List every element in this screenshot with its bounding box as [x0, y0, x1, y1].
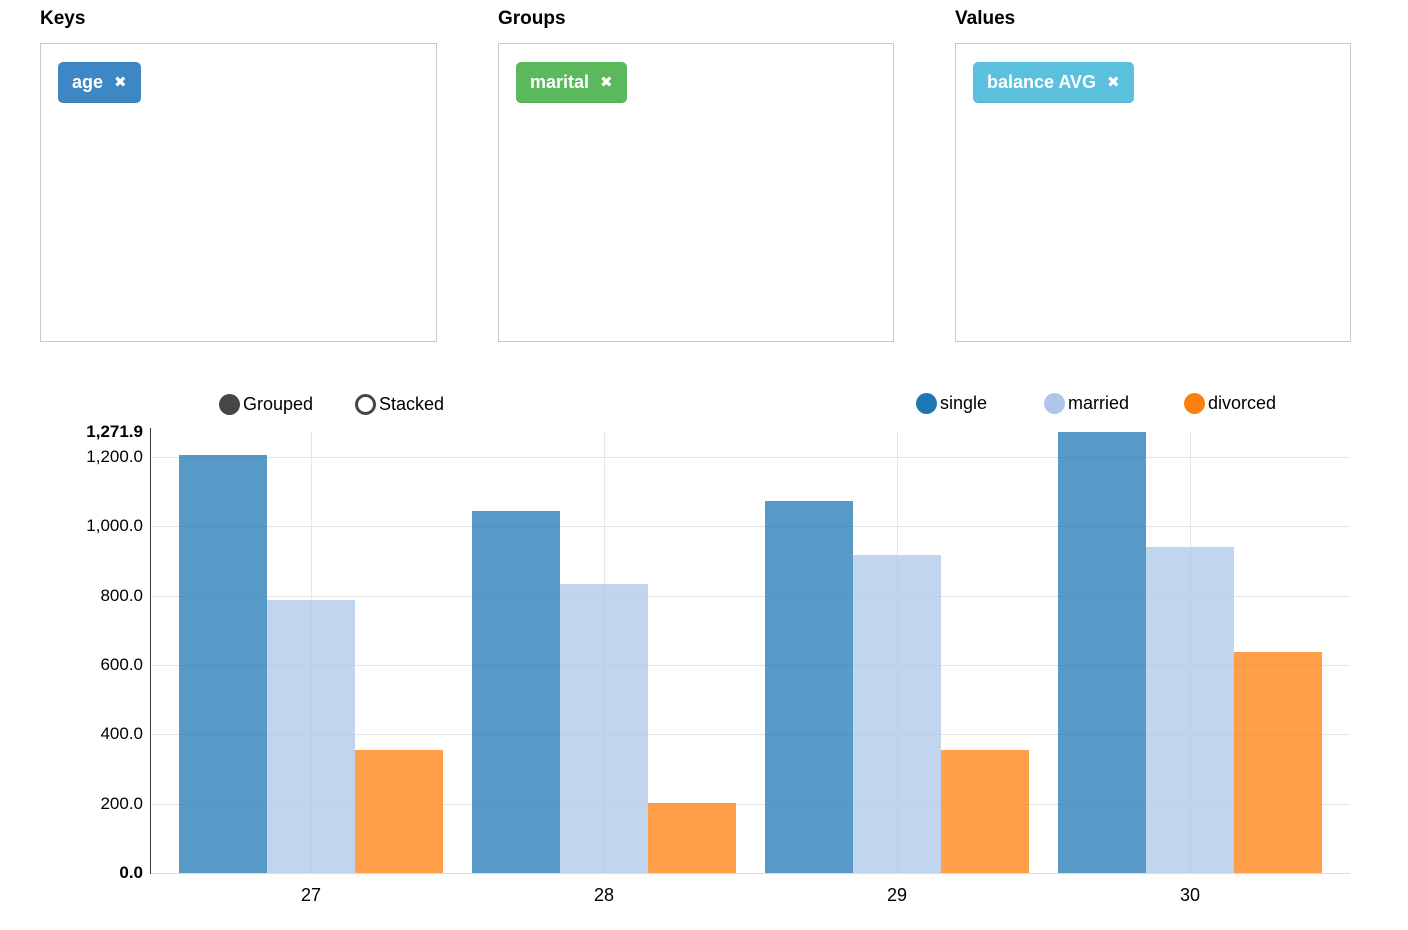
- field-tag-label: balance AVG: [987, 72, 1097, 92]
- legend-item-divorced[interactable]: divorced: [1184, 392, 1276, 414]
- bar-married-30[interactable]: [1146, 547, 1234, 873]
- y-axis-tick-label: 200.0: [100, 793, 143, 813]
- legend-item-single[interactable]: single: [916, 392, 987, 414]
- x-axis-tick-label: 29: [886, 885, 908, 905]
- gridline: [150, 734, 1350, 736]
- y-axis-line: [150, 428, 151, 874]
- remove-icon[interactable]: ✖: [114, 73, 127, 91]
- legend-label: single: [940, 392, 988, 413]
- remove-icon[interactable]: ✖: [1107, 73, 1120, 91]
- y-axis-tick-label: 1,200.0: [86, 446, 143, 466]
- legend-item-married[interactable]: married: [1044, 392, 1129, 414]
- x-axis-tick-label: 27: [300, 885, 322, 905]
- bar-divorced-29[interactable]: [941, 750, 1029, 873]
- x-axis-tick-label: 30: [1179, 885, 1201, 905]
- bar-divorced-30[interactable]: [1234, 651, 1322, 873]
- keys-panel-title: Keys: [40, 8, 86, 29]
- gridline: [150, 665, 1350, 666]
- bar-divorced-28[interactable]: [648, 802, 736, 873]
- gridline: [150, 595, 1350, 597]
- x-axis-line: [150, 873, 1350, 874]
- bar-married-29[interactable]: [853, 554, 941, 873]
- gridline: [150, 803, 1350, 805]
- bar-single-29[interactable]: [765, 500, 853, 873]
- bar-married-27[interactable]: [267, 599, 355, 873]
- control-label: Grouped: [243, 393, 314, 414]
- y-axis-tick-label: 800.0: [100, 585, 143, 605]
- legend-label: married: [1068, 392, 1130, 413]
- field-tag-label: age: [72, 72, 104, 92]
- field-tag[interactable]: balance AVG ✖: [973, 62, 1134, 103]
- legend-dot-icon: [1184, 392, 1205, 414]
- control-stacked[interactable]: Stacked: [355, 393, 444, 415]
- control-grouped[interactable]: Grouped: [219, 393, 313, 415]
- legend-dot-icon: [916, 392, 937, 414]
- bar-single-30[interactable]: [1058, 432, 1146, 873]
- x-axis-tick-label: 28: [593, 885, 615, 905]
- bar-married-28[interactable]: [560, 584, 648, 873]
- bar-divorced-27[interactable]: [355, 750, 443, 873]
- bar-single-28[interactable]: [472, 511, 560, 873]
- bar-single-27[interactable]: [179, 455, 267, 873]
- groups-panel-title: Groups: [498, 8, 566, 29]
- keys-drop-zone[interactable]: age ✖: [40, 43, 437, 342]
- field-tag-label: marital: [530, 72, 590, 92]
- y-axis-tick-label: 1,271.9: [86, 422, 143, 441]
- radio-outline-icon: [355, 393, 376, 415]
- values-panel-title: Values: [955, 8, 1016, 29]
- remove-icon[interactable]: ✖: [600, 73, 613, 91]
- control-label: Stacked: [379, 393, 445, 414]
- gridline: [150, 526, 1350, 528]
- y-axis-tick-label: 600.0: [100, 655, 143, 674]
- field-tag[interactable]: age ✖: [58, 62, 141, 103]
- y-axis-tick-label: 1,000.0: [86, 516, 143, 536]
- y-axis-tick-label: 0.0: [119, 863, 143, 882]
- legend-dot-icon: [1044, 392, 1065, 414]
- gridline: [150, 456, 1350, 458]
- groups-drop-zone[interactable]: marital ✖: [498, 43, 894, 342]
- radio-filled-icon: [219, 393, 240, 415]
- legend-label: divorced: [1208, 392, 1277, 413]
- values-drop-zone[interactable]: balance AVG ✖: [955, 43, 1351, 342]
- y-axis-tick-label: 400.0: [100, 724, 143, 744]
- field-tag[interactable]: marital ✖: [516, 62, 627, 103]
